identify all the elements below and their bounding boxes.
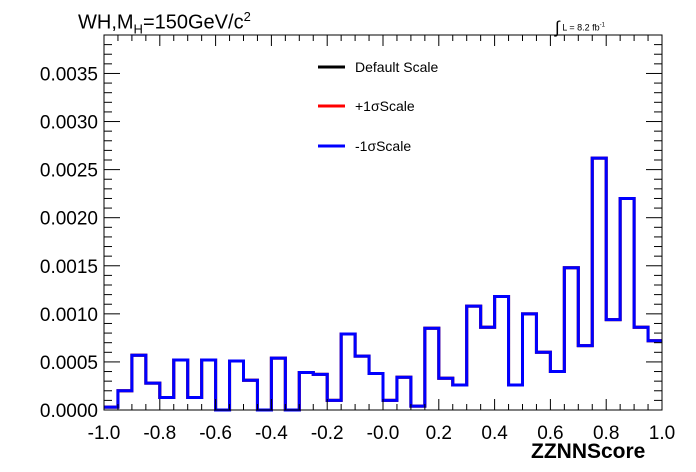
- legend: Default Scale +1σScale -1σScale: [318, 59, 438, 154]
- x-tick-label: 1.0: [649, 423, 675, 444]
- y-tick-label: 0.0030: [40, 113, 98, 134]
- legend-label-0: Default Scale: [355, 59, 438, 75]
- y-tick-label: 0.0000: [40, 401, 98, 422]
- y-tick-label: 0.0010: [40, 305, 98, 326]
- legend-label-1: +1σScale: [355, 98, 415, 114]
- x-tick-label: -0.8: [143, 423, 176, 444]
- x-tick-label: -0.0: [367, 423, 400, 444]
- x-tick-label: 0.4: [481, 423, 508, 444]
- plot-frame: [103, 34, 663, 411]
- y-tick-label: 0.0025: [40, 161, 98, 182]
- y-tick-label: 0.0015: [40, 257, 98, 278]
- x-tick-label: -0.6: [199, 423, 232, 444]
- x-tick-label: -0.4: [255, 423, 288, 444]
- x-tick-label: -1.0: [88, 423, 121, 444]
- axes: -1.0 -0.8 -0.6 -0.4 -0.2 -0.0 0.2 0.4 0.6 0.8 1.0 0…: [40, 34, 675, 444]
- series-line-2: [104, 156, 662, 412]
- luminosity-label: ∫ L = 8.2 fb-1: [555, 18, 605, 37]
- x-tick-label: -0.2: [311, 423, 344, 444]
- y-tick-label: 0.0020: [40, 209, 98, 230]
- plot-title: WH,MH=150GeV/c2: [78, 9, 251, 37]
- histogram-series-layer: [104, 156, 662, 412]
- y-tick-label: 0.0035: [40, 64, 98, 85]
- x-axis-title: ZZNNScore: [531, 440, 646, 463]
- y-tick-label: 0.0005: [40, 353, 98, 374]
- x-tick-label: 0.2: [426, 423, 452, 444]
- x-tick-label: 0.6: [537, 423, 563, 444]
- legend-label-2: -1σScale: [355, 138, 411, 154]
- x-tick-label: 0.8: [593, 423, 619, 444]
